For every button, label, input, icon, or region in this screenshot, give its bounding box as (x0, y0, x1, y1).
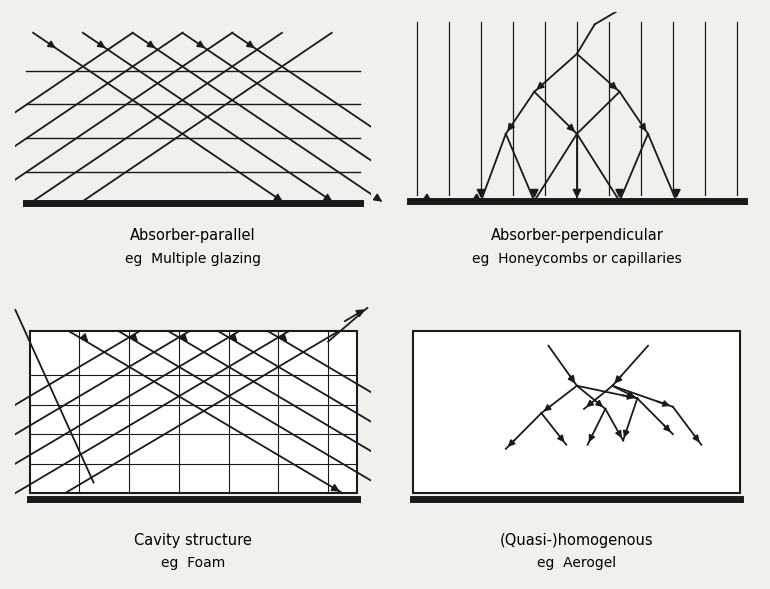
Text: eg  Honeycombs or capillaries: eg Honeycombs or capillaries (472, 252, 681, 266)
Text: eg  Multiple glazing: eg Multiple glazing (125, 252, 261, 266)
Bar (413, 331, 741, 493)
Text: Absorber-parallel: Absorber-parallel (130, 229, 256, 243)
Text: (Quasi-)homogenous: (Quasi-)homogenous (500, 533, 654, 548)
Text: Absorber-perpendicular: Absorber-perpendicular (490, 229, 663, 243)
Text: eg  Foam: eg Foam (161, 556, 225, 570)
Text: eg  Aerogel: eg Aerogel (537, 556, 617, 570)
Text: Cavity structure: Cavity structure (134, 533, 252, 548)
Bar (29, 331, 357, 493)
